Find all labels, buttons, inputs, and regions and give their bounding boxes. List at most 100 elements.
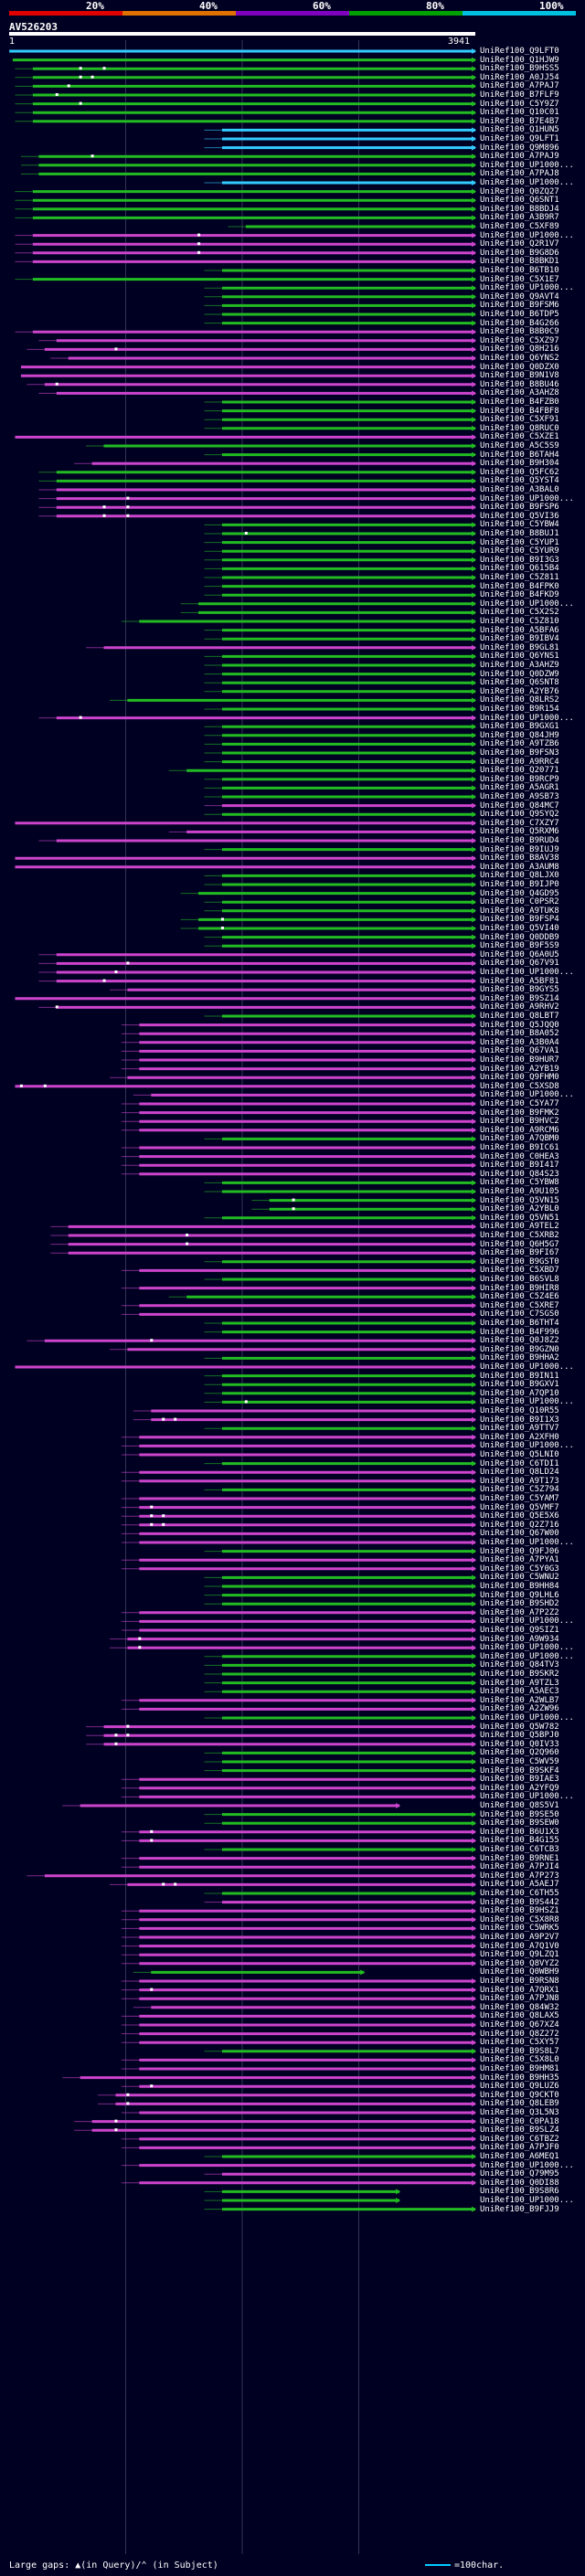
hit-label[interactable]: UniRef100_C6TBZ2 <box>480 2134 559 2144</box>
hit-label[interactable]: UniRef100_C5Y9Z7 <box>480 99 559 109</box>
hit-label[interactable]: UniRef100_A3AHZ9 <box>480 661 559 670</box>
hit-label[interactable]: UniRef100_Q9SYQ2 <box>480 810 559 820</box>
hit-label[interactable]: UniRef100_Q3L5N3 <box>480 2108 559 2117</box>
hit-label[interactable]: UniRef100_Q6A0U5 <box>480 949 559 959</box>
hit-label[interactable]: UniRef100_A5BF81 <box>480 976 559 986</box>
hit-label[interactable]: UniRef100_A7PYA1 <box>480 1555 559 1565</box>
hit-label[interactable]: UniRef100_C5XF89 <box>480 222 559 231</box>
hit-label[interactable]: UniRef100_C0PA18 <box>480 2116 559 2126</box>
hit-label[interactable]: UniRef100_A9TEL2 <box>480 1222 559 1232</box>
hit-label[interactable]: UniRef100_B8B0C9 <box>480 327 559 337</box>
hit-label[interactable]: UniRef100_B8AV38 <box>480 853 559 864</box>
hit-label[interactable]: UniRef100_Q2Z716 <box>480 1520 559 1530</box>
hit-label[interactable]: UniRef100_A7P2Z2 <box>480 1607 559 1617</box>
hit-label[interactable]: UniRef100_C5YBW4 <box>480 520 559 530</box>
hit-label[interactable]: UniRef100_Q9M896 <box>480 143 559 153</box>
hit-label[interactable]: UniRef100_C5XZE1 <box>480 432 559 442</box>
hit-label[interactable]: UniRef100_Q1HUN5 <box>480 125 559 135</box>
hit-label[interactable]: UniRef100_UP1000... <box>480 713 574 723</box>
hit-label[interactable]: UniRef100_B9GST0 <box>480 1256 559 1267</box>
hit-label[interactable]: UniRef100_UP1000... <box>480 1617 574 1627</box>
hit-label[interactable]: UniRef100_A7PAJ8 <box>480 169 559 179</box>
hit-label[interactable]: UniRef100_B9RUD4 <box>480 836 559 845</box>
hit-label[interactable]: UniRef100_C7SGS0 <box>480 1309 559 1320</box>
hit-label[interactable]: UniRef100_B6SVL8 <box>480 1275 559 1284</box>
hit-label[interactable]: UniRef100_B8A052 <box>480 1029 559 1039</box>
hit-label[interactable]: UniRef100_C5WRK5 <box>480 1924 559 1934</box>
hit-label[interactable]: UniRef100_B9IAE3 <box>480 1775 559 1785</box>
hit-label[interactable]: UniRef100_Q9FJ06 <box>480 1546 559 1556</box>
hit-label[interactable]: UniRef100_Q79M95 <box>480 2169 559 2179</box>
hit-label[interactable]: UniRef100_Q2Q960 <box>480 1748 559 1758</box>
hit-label[interactable]: UniRef100_Q84JH9 <box>480 730 559 740</box>
hit-label[interactable]: UniRef100_Q0WBH9 <box>480 1967 559 1977</box>
hit-label[interactable]: UniRef100_Q0DI88 <box>480 2178 559 2188</box>
hit-label[interactable]: UniRef100_B9FSP4 <box>480 915 559 925</box>
hit-label[interactable]: UniRef100_Q0DDB9 <box>480 932 559 942</box>
hit-label[interactable]: UniRef100_A9TZB6 <box>480 739 559 749</box>
hit-label[interactable]: UniRef100_B6THT4 <box>480 1319 559 1328</box>
hit-label[interactable]: UniRef100_B9HSZ1 <box>480 1906 559 1916</box>
hit-label[interactable]: UniRef100_Q6H5G7 <box>480 1239 559 1249</box>
hit-label[interactable]: UniRef100_Q10C01 <box>480 108 559 118</box>
hit-label[interactable]: UniRef100_B8BU46 <box>480 379 559 389</box>
hit-label[interactable]: UniRef100_Q5E5X6 <box>480 1511 559 1521</box>
hit-label[interactable]: UniRef100_B9IC61 <box>480 1143 559 1152</box>
hit-label[interactable]: UniRef100_A5AGR1 <box>480 783 559 793</box>
hit-label[interactable]: UniRef100_C5X2S2 <box>480 608 559 618</box>
hit-label[interactable]: UniRef100_A9TTV7 <box>480 1424 559 1434</box>
hit-label[interactable]: UniRef100_A9W934 <box>480 1634 559 1644</box>
hit-label[interactable]: UniRef100_Q9LHL6 <box>480 1590 559 1600</box>
hit-label[interactable]: UniRef100_A9T173 <box>480 1476 559 1486</box>
hit-label[interactable]: UniRef100_UP1000... <box>480 1090 574 1100</box>
hit-label[interactable]: UniRef100_A2YFQ9 <box>480 1783 559 1793</box>
hit-label[interactable]: UniRef100_C5X8L0 <box>480 2055 559 2065</box>
hit-label[interactable]: UniRef100_A3AHZ8 <box>480 388 559 398</box>
hit-label[interactable]: UniRef100_A6MEQ1 <box>480 2152 559 2161</box>
hit-label[interactable]: UniRef100_C5XBD7 <box>480 1266 559 1276</box>
hit-label[interactable]: UniRef100_B7E4B7 <box>480 116 559 126</box>
hit-label[interactable]: UniRef100_A9U105 <box>480 1187 559 1196</box>
hit-label[interactable]: UniRef100_C5XY57 <box>480 2038 559 2048</box>
hit-label[interactable]: UniRef100_A9P2V7 <box>480 1933 559 1942</box>
hit-label[interactable]: UniRef100_B9RNE1 <box>480 1853 559 1863</box>
hit-label[interactable]: UniRef100_Q9SIZ1 <box>480 1626 559 1635</box>
hit-label[interactable]: UniRef100_Q5VN15 <box>480 1195 559 1205</box>
hit-label[interactable]: UniRef100_B9F5S9 <box>480 941 559 951</box>
hit-label[interactable]: UniRef100_Q0ZQ27 <box>480 186 559 196</box>
hit-label[interactable]: UniRef100_Q8RUC0 <box>480 423 559 433</box>
hit-label[interactable]: UniRef100_Q5VMF7 <box>480 1502 559 1512</box>
hit-label[interactable]: UniRef100_Q6YNS2 <box>480 354 559 363</box>
hit-label[interactable]: UniRef100_A2WLB7 <box>480 1695 559 1705</box>
hit-label[interactable]: UniRef100_B4FZB0 <box>480 398 559 407</box>
hit-label[interactable]: UniRef100_C5XRE7 <box>480 1300 559 1310</box>
hit-label[interactable]: UniRef100_C5Z4E6 <box>480 1292 559 1302</box>
hit-label[interactable]: UniRef100_B8BUJ1 <box>480 529 559 538</box>
hit-label[interactable]: UniRef100_C5YA77 <box>480 1099 559 1108</box>
hit-label[interactable]: UniRef100_A9RRC4 <box>480 757 559 767</box>
hit-label[interactable]: UniRef100_B6TDP5 <box>480 310 559 319</box>
hit-label[interactable]: UniRef100_A2YB76 <box>480 686 559 696</box>
hit-label[interactable]: UniRef100_Q6SNT1 <box>480 196 559 206</box>
hit-label[interactable]: UniRef100_B9I3G3 <box>480 555 559 565</box>
hit-label[interactable]: UniRef100_Q84W32 <box>480 2002 559 2012</box>
hit-label[interactable]: UniRef100_Q2R1V7 <box>480 239 559 249</box>
hit-label[interactable]: UniRef100_B9SHD2 <box>480 1599 559 1609</box>
hit-label[interactable]: UniRef100_Q9LZQ1 <box>480 1950 559 1960</box>
hit-label[interactable]: UniRef100_A7PJF0 <box>480 2143 559 2153</box>
hit-label[interactable]: UniRef100_B9HSS5 <box>480 64 559 74</box>
hit-label[interactable]: UniRef100_A3AUM8 <box>480 862 559 872</box>
hit-label[interactable]: UniRef100_A3B0A4 <box>480 1037 559 1047</box>
hit-label[interactable]: UniRef100_Q1HJW9 <box>480 55 559 65</box>
hit-label[interactable]: UniRef100_B9GL81 <box>480 642 559 652</box>
hit-label[interactable]: UniRef100_Q67W00 <box>480 1529 559 1539</box>
hit-label[interactable]: UniRef100_C5Z811 <box>480 573 559 582</box>
hit-label[interactable]: UniRef100_A2XFH0 <box>480 1432 559 1442</box>
hit-label[interactable]: UniRef100_B9GZN0 <box>480 1344 559 1354</box>
hit-label[interactable]: UniRef100_Q8LEB9 <box>480 2099 559 2109</box>
hit-label[interactable]: UniRef100_Q5W782 <box>480 1722 559 1732</box>
hit-label[interactable]: UniRef100_Q9LFT1 <box>480 134 559 143</box>
hit-label[interactable]: UniRef100_C5WNU2 <box>480 1573 559 1583</box>
hit-label[interactable]: UniRef100_B9FSM6 <box>480 301 559 311</box>
hit-label[interactable]: UniRef100_Q5VI40 <box>480 924 559 933</box>
